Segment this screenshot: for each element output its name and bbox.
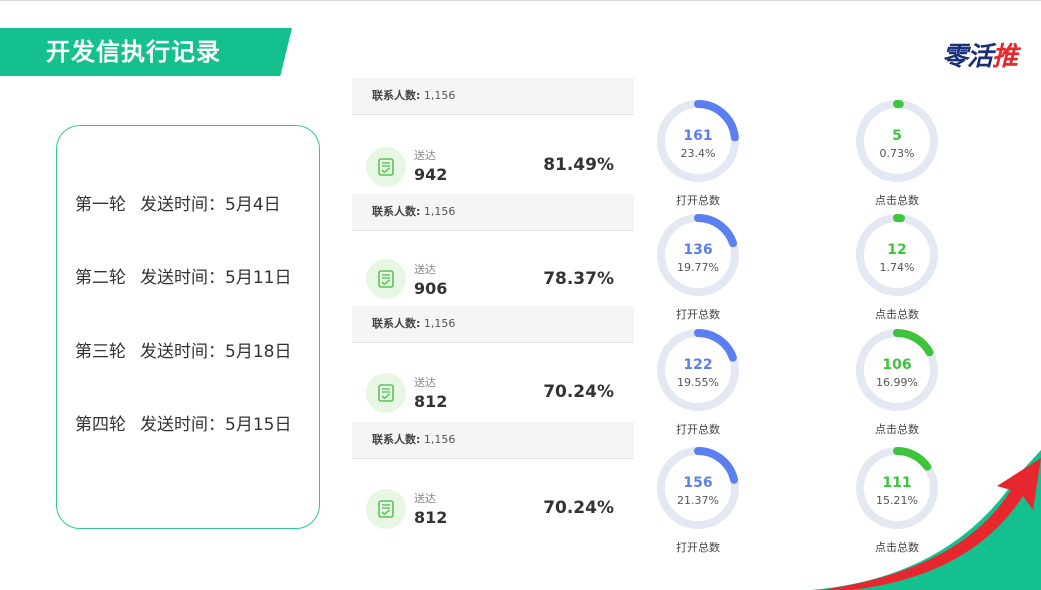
open-ring-chart: [657, 100, 739, 182]
delivered-label: 送达: [414, 492, 436, 505]
document-check-icon: [366, 489, 406, 529]
open-percent: 19.77%: [677, 261, 719, 274]
open-percent: 21.37%: [677, 494, 719, 507]
delivered-value: 812: [414, 392, 448, 411]
round-send-time: 发送时间：5月18日: [140, 342, 292, 362]
round-item: 第四轮 发送时间：5月15日: [75, 410, 291, 435]
delivered-value: 812: [414, 508, 448, 527]
open-ring-card: 122 19.55% 打开总数: [655, 327, 741, 436]
delivered-row: 送达 942 81.49%: [352, 114, 634, 194]
open-ring-card: 161 23.4% 打开总数: [655, 98, 741, 207]
click-count: 111: [882, 475, 912, 491]
page-title: 开发信执行记录: [46, 38, 221, 66]
open-percent: 19.55%: [677, 376, 719, 389]
document-check-icon: [366, 259, 406, 299]
open-ring-card: 136 19.77% 打开总数: [655, 212, 741, 321]
round-item: 第二轮 发送时间：5月11日: [75, 263, 291, 288]
click-count: 106: [882, 357, 912, 373]
delivered-value: 942: [414, 165, 448, 184]
logo-accent: 推: [991, 42, 1018, 72]
delivered-row: 送达 812 70.24%: [352, 342, 634, 422]
contact-value: 1,156: [423, 317, 456, 330]
click-percent: 16.99%: [876, 376, 918, 389]
delivery-rate: 70.24%: [543, 498, 614, 518]
click-ring-card: 106 16.99% 点击总数: [854, 327, 940, 436]
contact-label: 联系人数:: [372, 89, 421, 102]
open-ring-chart: [657, 447, 739, 529]
open-caption: 打开总数: [676, 541, 720, 554]
contact-value: 1,156: [423, 205, 456, 218]
contact-value: 1,156: [423, 89, 456, 102]
open-caption: 打开总数: [676, 423, 720, 436]
click-percent: 0.73%: [879, 147, 915, 160]
click-ring-chart: [856, 214, 938, 296]
click-ring-card: 5 0.73% 点击总数: [854, 98, 940, 207]
title-banner: [0, 28, 292, 76]
contact-count-row: 联系人数: 1,156: [352, 194, 634, 230]
rounds-panel: 第一轮 发送时间：5月4日 第二轮 发送时间：5月11日 第三轮 发送时间：5月18日…: [56, 125, 320, 529]
round-item: 第一轮 发送时间：5月4日: [75, 190, 281, 215]
open-count: 136: [683, 242, 713, 258]
delivery-rate: 78.37%: [543, 269, 614, 289]
click-caption: 点击总数: [875, 308, 919, 321]
open-ring-chart: [657, 214, 739, 296]
corner-decoration: [811, 450, 1041, 590]
open-count: 122: [683, 357, 713, 373]
click-ring-chart: [856, 329, 938, 411]
delivered-value: 906: [414, 279, 448, 298]
click-count: 5: [892, 128, 902, 144]
round-item: 第三轮 发送时间：5月18日: [75, 337, 291, 362]
open-caption: 打开总数: [676, 194, 720, 207]
delivery-rate: 81.49%: [543, 155, 614, 175]
round-send-time: 发送时间：5月11日: [140, 268, 292, 288]
delivered-row: 送达 812 70.24%: [352, 458, 634, 538]
click-percent: 1.74%: [879, 261, 915, 274]
round-label: 第三轮: [75, 342, 126, 362]
contact-value: 1,156: [423, 433, 456, 446]
open-caption: 打开总数: [676, 308, 720, 321]
contact-label: 联系人数:: [372, 433, 421, 446]
click-caption: 点击总数: [875, 541, 919, 554]
delivered-label: 送达: [414, 263, 436, 276]
brand-logo: 零活推: [941, 36, 1018, 73]
contact-count-row: 联系人数: 1,156: [352, 422, 634, 458]
delivered-row: 送达 906 78.37%: [352, 230, 634, 310]
delivered-label: 送达: [414, 149, 436, 162]
open-count: 156: [683, 475, 713, 491]
click-ring-chart: [856, 447, 938, 529]
round-label: 第一轮: [75, 195, 126, 215]
contact-label: 联系人数:: [372, 205, 421, 218]
click-ring-chart: [856, 100, 938, 182]
open-ring-chart: [657, 329, 739, 411]
click-caption: 点击总数: [875, 423, 919, 436]
document-check-icon: [366, 147, 406, 187]
click-count: 12: [887, 242, 907, 258]
open-ring-card: 156 21.37% 打开总数: [655, 445, 741, 554]
click-ring-card: 12 1.74% 点击总数: [854, 212, 940, 321]
click-percent: 15.21%: [876, 494, 918, 507]
contact-label: 联系人数:: [372, 317, 421, 330]
top-divider: [0, 0, 1041, 1]
click-caption: 点击总数: [875, 194, 919, 207]
round-label: 第二轮: [75, 268, 126, 288]
delivery-rate: 70.24%: [543, 382, 614, 402]
contact-count-row: 联系人数: 1,156: [352, 78, 634, 114]
round-send-time: 发送时间：5月4日: [140, 195, 281, 215]
contact-count-row: 联系人数: 1,156: [352, 306, 634, 342]
delivered-label: 送达: [414, 376, 436, 389]
logo-main: 零活: [941, 42, 993, 72]
round-label: 第四轮: [75, 415, 126, 435]
round-send-time: 发送时间：5月15日: [140, 415, 292, 435]
open-percent: 23.4%: [680, 147, 716, 160]
open-count: 161: [683, 128, 713, 144]
click-ring-card: 111 15.21% 点击总数: [854, 445, 940, 554]
document-check-icon: [366, 373, 406, 413]
